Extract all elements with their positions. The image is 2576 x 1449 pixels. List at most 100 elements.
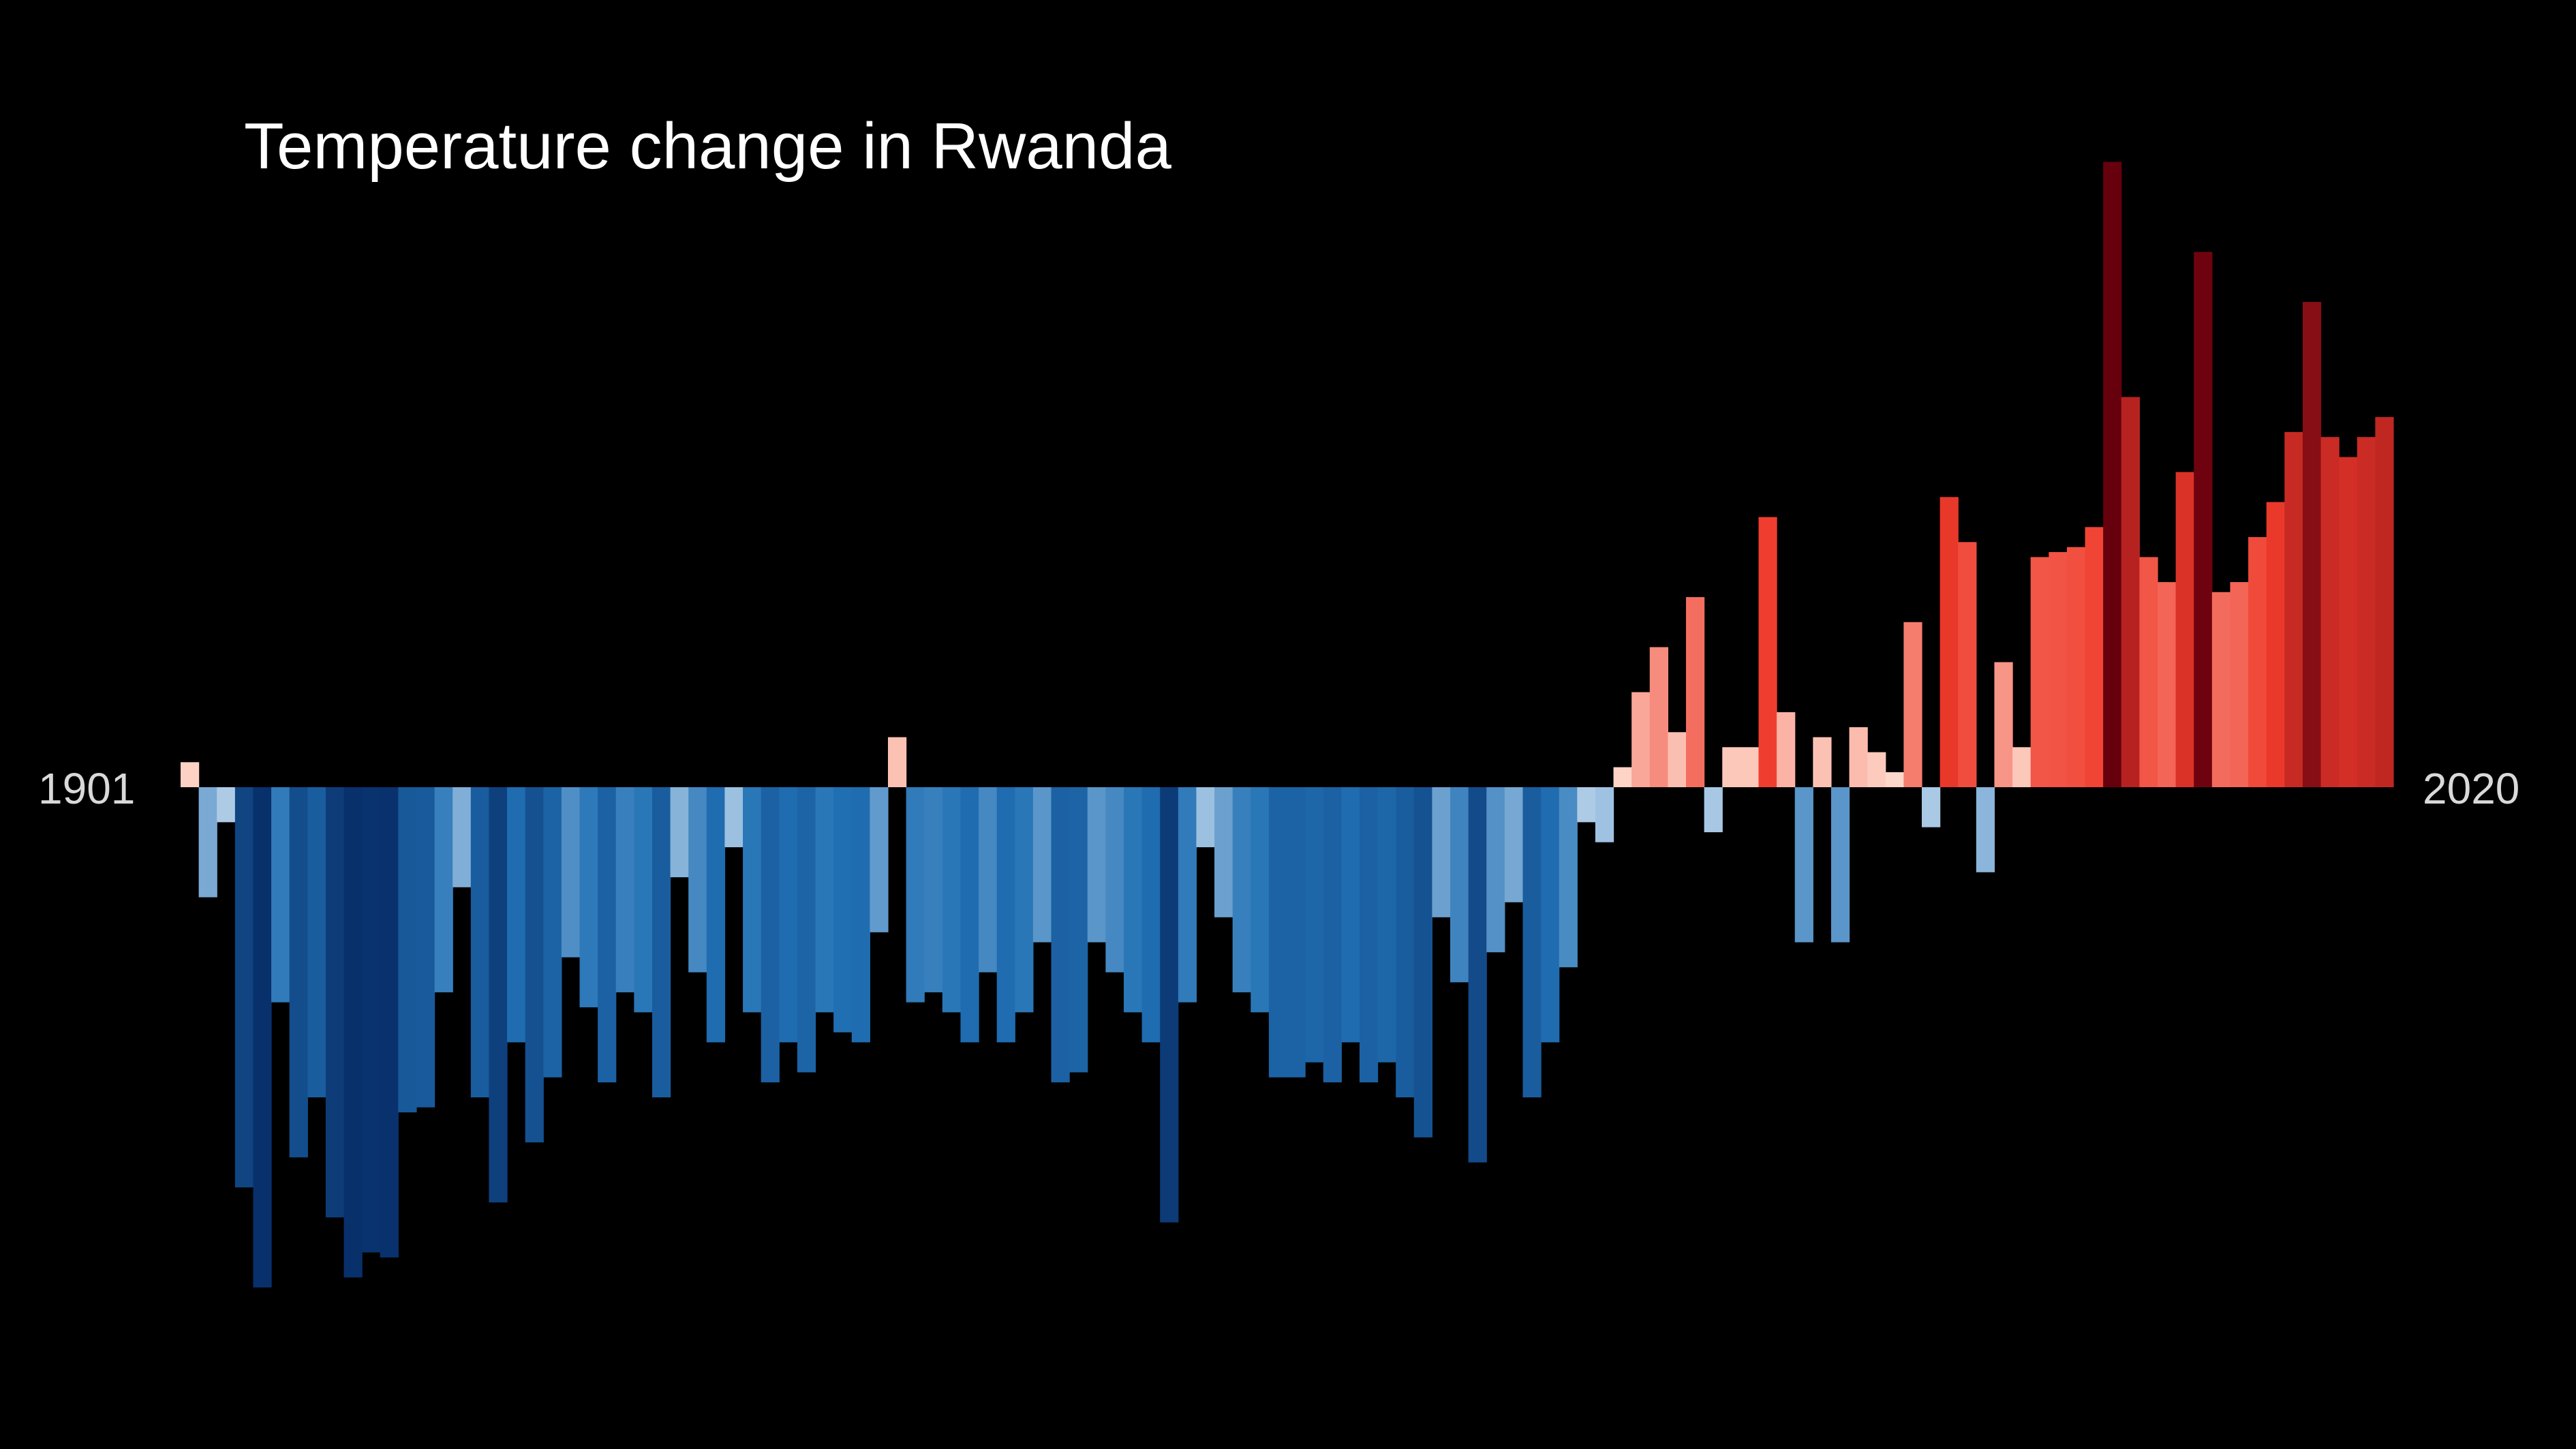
bar-1948 <box>1032 787 1052 943</box>
bar-2011 <box>2175 472 2194 787</box>
bar-1932 <box>743 787 762 1013</box>
bar-1954 <box>1141 787 1161 1043</box>
bar-1918 <box>489 787 508 1203</box>
bar-1956 <box>1178 787 1197 1003</box>
bar-1915 <box>434 787 453 992</box>
bar-1952 <box>1105 787 1124 973</box>
bar-1945 <box>979 787 998 973</box>
bar-1964 <box>1323 787 1342 1083</box>
bar-1929 <box>688 787 707 973</box>
bar-1983 <box>1668 732 1687 787</box>
bar-1926 <box>634 787 653 1013</box>
bar-2017 <box>2284 431 2303 787</box>
bar-2015 <box>2248 537 2267 787</box>
bar-1902 <box>198 787 217 898</box>
bar-2018 <box>2302 302 2322 787</box>
bar-1965 <box>1341 787 1360 1043</box>
bar-1906 <box>271 787 290 1003</box>
bar-1994 <box>1867 752 1886 787</box>
bar-1935 <box>797 787 816 1073</box>
bar-1959 <box>1232 787 1251 992</box>
chart-title: Temperature change in Rwanda <box>244 110 1171 183</box>
bar-1979 <box>1595 787 1614 842</box>
bar-1910 <box>343 787 363 1278</box>
bar-2006 <box>2085 527 2104 787</box>
bar-2022 <box>2375 416 2394 787</box>
bar-1986 <box>1722 747 1741 787</box>
bar-1951 <box>1087 787 1106 943</box>
bar-1930 <box>706 787 726 1043</box>
bar-1973 <box>1486 787 1505 953</box>
bar-1970 <box>1432 787 1451 917</box>
bar-2004 <box>2049 552 2068 787</box>
bar-2000 <box>1976 787 1995 872</box>
bar-1976 <box>1541 787 1560 1043</box>
bar-1996 <box>1903 622 1922 787</box>
bar-1985 <box>1704 787 1723 833</box>
bar-1980 <box>1613 767 1632 787</box>
bar-2005 <box>2066 547 2086 787</box>
bar-1913 <box>398 787 417 1113</box>
bar-1921 <box>543 787 562 1078</box>
bar-2003 <box>2030 557 2049 787</box>
bar-1916 <box>453 787 472 887</box>
bar-1938 <box>851 787 870 1043</box>
bar-1982 <box>1649 647 1669 787</box>
bar-1955 <box>1160 787 1179 1223</box>
bar-2010 <box>2158 582 2177 787</box>
bar-1963 <box>1305 787 1324 1063</box>
bar-1981 <box>1631 692 1651 787</box>
bar-1991 <box>1813 737 1832 787</box>
bar-1989 <box>1777 712 1796 787</box>
bar-1946 <box>996 787 1015 1043</box>
bar-2009 <box>2139 557 2158 787</box>
bar-1927 <box>651 787 671 1098</box>
bar-1987 <box>1740 747 1760 787</box>
bar-1999 <box>1958 542 1977 787</box>
bar-1919 <box>507 787 526 1043</box>
bar-1975 <box>1522 787 1542 1098</box>
bar-2019 <box>2320 437 2340 787</box>
bar-1909 <box>325 787 345 1218</box>
bar-1966 <box>1359 787 1379 1083</box>
x-start-label: 1901 <box>38 764 136 813</box>
bar-2001 <box>1994 662 2013 787</box>
bar-1940 <box>887 737 907 787</box>
bar-2021 <box>2357 437 2376 787</box>
bar-2016 <box>2266 502 2285 787</box>
bar-1984 <box>1686 597 1705 787</box>
bar-2008 <box>2121 397 2140 787</box>
bar-1931 <box>724 787 743 848</box>
bar-1995 <box>1885 772 1904 787</box>
bar-1997 <box>1922 787 1941 827</box>
bar-1907 <box>289 787 308 1158</box>
bar-1971 <box>1450 787 1469 983</box>
bar-1934 <box>779 787 798 1043</box>
bar-1924 <box>598 787 617 1083</box>
bar-1947 <box>1015 787 1034 1013</box>
bar-1998 <box>1939 497 1959 787</box>
bar-1903 <box>217 787 236 823</box>
bar-1908 <box>307 787 326 1098</box>
bar-1953 <box>1123 787 1143 1013</box>
bar-2020 <box>2339 457 2358 787</box>
bar-1914 <box>416 787 435 1108</box>
bar-1974 <box>1504 787 1524 902</box>
bar-1928 <box>670 787 689 878</box>
bar-1923 <box>579 787 598 1007</box>
bar-1941 <box>906 787 925 1003</box>
bar-1967 <box>1377 787 1396 1063</box>
bar-1939 <box>870 787 889 932</box>
bar-1962 <box>1287 787 1306 1078</box>
bar-1917 <box>470 787 490 1098</box>
bar-1978 <box>1577 787 1596 823</box>
bar-1911 <box>362 787 381 1253</box>
bar-1904 <box>234 787 254 1188</box>
bar-1990 <box>1794 787 1813 943</box>
bar-1936 <box>815 787 834 1013</box>
bar-1969 <box>1413 787 1433 1138</box>
x-end-label: 2020 <box>2423 764 2520 813</box>
bar-1912 <box>380 787 399 1257</box>
bar-1920 <box>525 787 544 1143</box>
